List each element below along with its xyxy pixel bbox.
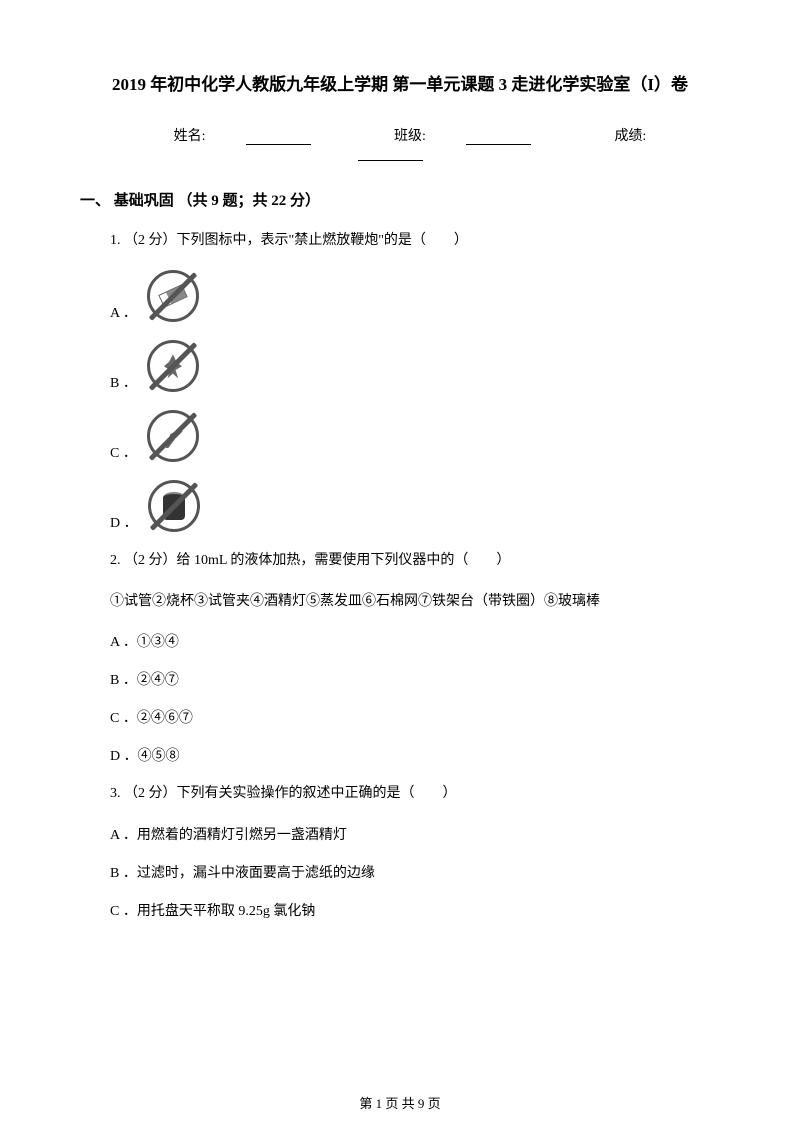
- name-underline: [246, 131, 311, 145]
- q1-option-b: B ．: [110, 340, 720, 392]
- q1-a-label: A ．: [110, 302, 137, 322]
- page-title: 2019 年初中化学人教版九年级上学期 第一单元课题 3 走进化学实验室（I）卷: [80, 70, 720, 95]
- q3-text: 3. （2 分）下列有关实验操作的叙述中正确的是（ ）: [110, 783, 720, 805]
- q2-option-d: D ．④⑤⑧: [110, 745, 720, 765]
- q1-option-c: C ．: [110, 410, 720, 462]
- q2-option-b: B ．②④⑦: [110, 669, 720, 689]
- q1-option-d: D ．: [110, 480, 720, 532]
- q1-c-label: C ．: [110, 442, 137, 462]
- score-underline: [358, 147, 423, 161]
- page-footer: 第 1 页 共 9 页: [0, 1093, 800, 1112]
- name-label: 姓名:: [174, 129, 206, 144]
- info-line: 姓名: 班级: 成绩:: [80, 125, 720, 161]
- cigarette-shape: [158, 285, 187, 309]
- class-underline: [466, 131, 531, 145]
- score-label: 成绩:: [614, 129, 646, 144]
- q2-text: 2. （2 分）给 10mL 的液体加热，需要使用下列仪器中的（ ）: [110, 550, 720, 572]
- no-smoking-icon: [147, 270, 199, 322]
- q3-option-a: A ．用燃着的酒精灯引燃另一盏酒精灯: [110, 824, 720, 844]
- fireworks-shape: [164, 354, 182, 378]
- barrel-shape: [163, 492, 185, 520]
- q3-option-b: B ．过滤时，漏斗中液面要高于滤纸的边缘: [110, 862, 720, 882]
- q3-option-c: C ．用托盘天平称取 9.25g 氯化钠: [110, 900, 720, 920]
- class-label: 班级:: [394, 129, 426, 144]
- match-shape: [161, 424, 185, 448]
- section-title: 一、 基础巩固 （共 9 题；共 22 分）: [80, 189, 720, 210]
- no-barrel-icon: [148, 480, 200, 532]
- q1-text: 1. （2 分）下列图标中，表示"禁止燃放鞭炮"的是（ ）: [110, 230, 720, 252]
- q1-b-label: B ．: [110, 372, 137, 392]
- no-fireworks-icon: [147, 340, 199, 392]
- name-field: 姓名:: [154, 129, 334, 144]
- q2-option-a: A ．①③④: [110, 631, 720, 651]
- no-match-icon: [147, 410, 199, 462]
- q2-items: ①试管②烧杯③试管夹④酒精灯⑤蒸发皿⑥石棉网⑦铁架台（带铁圈）⑧玻璃棒: [110, 591, 720, 613]
- q1-option-a: A ．: [110, 270, 720, 322]
- q1-d-label: D ．: [110, 512, 138, 532]
- q2-option-c: C ．②④⑥⑦: [110, 707, 720, 727]
- class-field: 班级:: [374, 129, 554, 144]
